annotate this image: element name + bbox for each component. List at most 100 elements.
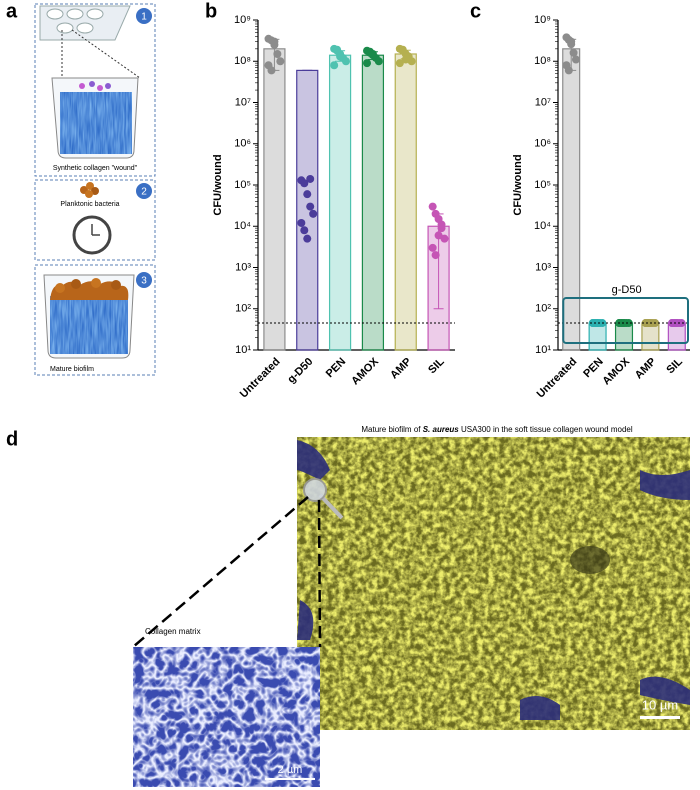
micrograph-title: Mature biofilm of S. aureus USA300 in th… bbox=[361, 425, 632, 434]
bar bbox=[614, 322, 634, 351]
data-point bbox=[567, 37, 576, 46]
bar bbox=[588, 322, 607, 351]
bacteria bbox=[80, 182, 99, 198]
data-point bbox=[593, 319, 602, 328]
data-point bbox=[395, 59, 404, 68]
y-tick-label: 10⁸ bbox=[234, 55, 251, 67]
x-tick-label: SIL bbox=[426, 356, 447, 377]
bar bbox=[667, 322, 686, 351]
data-point bbox=[270, 37, 279, 46]
data-point bbox=[300, 226, 309, 235]
panel-label: a bbox=[6, 0, 18, 22]
y-tick-label: 10¹ bbox=[235, 344, 251, 356]
x-tick-label: AMOX bbox=[600, 355, 632, 387]
step-badge bbox=[136, 8, 152, 24]
x-tick-label: g-D50 bbox=[285, 356, 315, 386]
clock bbox=[72, 215, 112, 255]
bar bbox=[328, 54, 352, 351]
y-tick-label: 10⁹ bbox=[534, 14, 551, 26]
y-tick-label: 10⁵ bbox=[534, 179, 551, 191]
y-tick-label: 10³ bbox=[235, 261, 251, 273]
bar bbox=[361, 54, 385, 351]
y-tick-label: 10³ bbox=[535, 261, 551, 273]
y-tick-label: 10⁷ bbox=[235, 96, 251, 108]
panel-label: d bbox=[6, 428, 18, 450]
data-point bbox=[401, 55, 410, 64]
step-box bbox=[34, 3, 156, 177]
step-badge bbox=[136, 272, 152, 288]
step-box bbox=[34, 179, 156, 261]
data-point bbox=[363, 59, 372, 68]
zoom-line bbox=[317, 499, 322, 648]
data-point bbox=[297, 218, 306, 227]
data-point bbox=[437, 220, 446, 229]
panel-label: c bbox=[470, 0, 481, 22]
y-tick-label: 10² bbox=[235, 303, 251, 315]
step-label: Synthetic collagen "wound" bbox=[53, 165, 138, 172]
data-point bbox=[273, 49, 282, 58]
data-point bbox=[564, 66, 573, 75]
data-point bbox=[672, 319, 681, 328]
data-point bbox=[306, 202, 315, 211]
bar bbox=[263, 48, 286, 351]
data-point bbox=[309, 209, 318, 218]
step-label: Mature biofilm bbox=[50, 366, 94, 373]
bar bbox=[394, 53, 417, 351]
well-plate bbox=[39, 5, 141, 79]
data-point bbox=[440, 234, 449, 243]
y-tick-label: 10⁵ bbox=[234, 179, 251, 191]
data-point bbox=[571, 55, 580, 64]
data-point bbox=[300, 179, 309, 188]
x-tick-label: AMP bbox=[388, 356, 414, 382]
bar bbox=[641, 322, 660, 351]
data-point bbox=[276, 57, 285, 66]
group-label: g-D50 bbox=[612, 284, 642, 296]
y-tick-label: 10⁸ bbox=[534, 55, 551, 67]
biofilm-beaker bbox=[43, 274, 135, 359]
y-tick-label: 10¹ bbox=[535, 344, 551, 356]
data-point bbox=[368, 51, 377, 60]
x-tick-label: AMOX bbox=[349, 355, 381, 387]
y-tick-label: 10⁶ bbox=[234, 138, 251, 150]
scale-bar-label: 2 µm bbox=[278, 764, 303, 776]
y-tick-label: 10⁴ bbox=[234, 220, 251, 232]
magnifier bbox=[303, 478, 344, 520]
data-point bbox=[330, 61, 339, 70]
y-axis-label: CFU/wound bbox=[212, 154, 224, 215]
data-point bbox=[428, 243, 437, 252]
inset-label: Collagen matrix bbox=[145, 627, 201, 636]
x-tick-label: SIL bbox=[664, 356, 685, 377]
data-point bbox=[374, 57, 383, 66]
y-axis-label: CFU/wound bbox=[512, 154, 524, 215]
x-tick-label: AMP bbox=[633, 356, 659, 382]
x-tick-label: Untreated bbox=[535, 356, 580, 401]
step-label: Planktonic bacteria bbox=[60, 201, 119, 208]
data-point bbox=[398, 45, 407, 54]
data-point bbox=[336, 52, 345, 61]
step-badge bbox=[136, 183, 152, 199]
y-tick-label: 10⁶ bbox=[534, 138, 551, 150]
zoom-line bbox=[132, 496, 309, 648]
data-point bbox=[303, 190, 312, 199]
data-point bbox=[306, 174, 315, 183]
data-point bbox=[333, 45, 342, 54]
y-tick-label: 10² bbox=[535, 303, 551, 315]
step-number: 1 bbox=[141, 12, 147, 23]
beaker bbox=[51, 77, 139, 159]
y-tick-label: 10⁴ bbox=[534, 220, 551, 232]
group-box bbox=[562, 297, 690, 345]
scale-bar-label: 10 µm bbox=[642, 697, 678, 712]
x-tick-label: PEN bbox=[324, 356, 349, 381]
biofilm-micrograph: 10 µm bbox=[297, 437, 690, 730]
data-point bbox=[267, 66, 276, 75]
data-point bbox=[434, 231, 443, 240]
step-number: 2 bbox=[141, 187, 147, 198]
data-point bbox=[303, 234, 312, 243]
step-box bbox=[34, 264, 156, 376]
step-number: 3 bbox=[141, 276, 147, 287]
collagen-micrograph: 2 µm bbox=[133, 647, 320, 787]
data-point bbox=[569, 48, 578, 57]
bar bbox=[562, 48, 581, 351]
title-part: USA300 in the soft tissue collagen wound… bbox=[459, 425, 633, 434]
